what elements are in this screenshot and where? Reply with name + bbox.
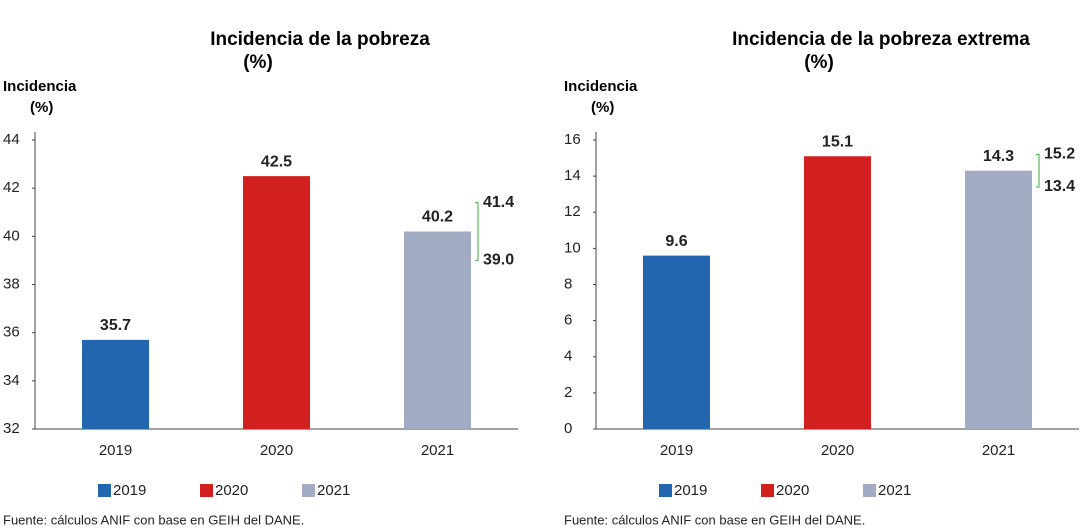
chart: Incidencia de la pobreza extrema(%)Incid… [564,29,1079,527]
bar [404,231,471,429]
y-axis-label: Incidencia [3,78,77,95]
x-tick-label: 2021 [982,442,1015,459]
y-tick-label: 42 [3,179,20,196]
y-tick-label: 10 [564,239,581,256]
legend-swatch [98,484,111,497]
y-tick-label: 8 [564,275,572,292]
interval-label: 41.4 [483,194,514,211]
legend-label: 2021 [317,482,350,499]
y-axis-label: (%) [591,99,614,116]
legend-swatch [659,484,672,497]
bar [965,170,1032,430]
y-tick-label: 38 [3,275,20,292]
x-tick-label: 2019 [99,442,132,459]
interval-label: 13.4 [1044,178,1075,195]
y-tick-label: 4 [564,348,572,365]
value-label: 35.7 [100,317,131,334]
legend-label: 2019 [674,482,707,499]
legend-swatch [200,484,213,497]
y-tick-label: 12 [564,203,581,220]
y-tick-label: 2 [564,384,572,401]
interval-label: 39.0 [483,252,514,269]
chart-title-unit: (%) [243,52,273,73]
legend-label: 2019 [113,482,146,499]
y-tick-label: 40 [3,227,20,244]
chart-title: Incidencia de la pobreza extrema [732,29,1030,50]
legend-label: 2021 [878,482,911,499]
bar [82,339,149,429]
legend-swatch [863,484,876,497]
y-axis-label: Incidencia [564,78,638,95]
interval-bracket [1036,153,1040,188]
legend-label: 2020 [215,482,248,499]
y-tick-label: 0 [564,420,572,437]
interval-bracket [475,202,479,261]
value-label: 14.3 [983,148,1014,165]
y-tick-label: 32 [3,420,20,437]
y-tick-label: 14 [564,167,581,184]
value-label: 42.5 [261,153,292,170]
x-tick-label: 2021 [421,442,454,459]
interval-label: 15.2 [1044,146,1075,163]
y-axis-label: (%) [30,99,53,116]
value-label: 15.1 [822,133,853,150]
value-label: 9.6 [665,233,687,250]
y-tick-label: 36 [3,324,20,341]
x-tick-label: 2020 [821,442,854,459]
y-tick-label: 6 [564,312,572,329]
bar [643,255,710,429]
x-tick-label: 2020 [260,442,293,459]
x-tick-label: 2019 [660,442,693,459]
chart-title: Incidencia de la pobreza [210,29,430,50]
source-note: Fuente: cálculos ANIF con base en GEIH d… [3,512,304,527]
y-tick-label: 44 [3,131,20,148]
bar [243,176,310,429]
legend-swatch [302,484,315,497]
y-tick-label: 16 [564,131,581,148]
legend-label: 2020 [776,482,809,499]
legend-swatch [761,484,774,497]
source-note: Fuente: cálculos ANIF con base en GEIH d… [564,512,865,527]
bar [804,156,871,429]
value-label: 40.2 [422,209,453,226]
chart-title-unit: (%) [804,52,834,73]
chart: Incidencia de la pobreza(%)Incidencia(%)… [3,29,518,527]
y-tick-label: 34 [3,372,20,389]
